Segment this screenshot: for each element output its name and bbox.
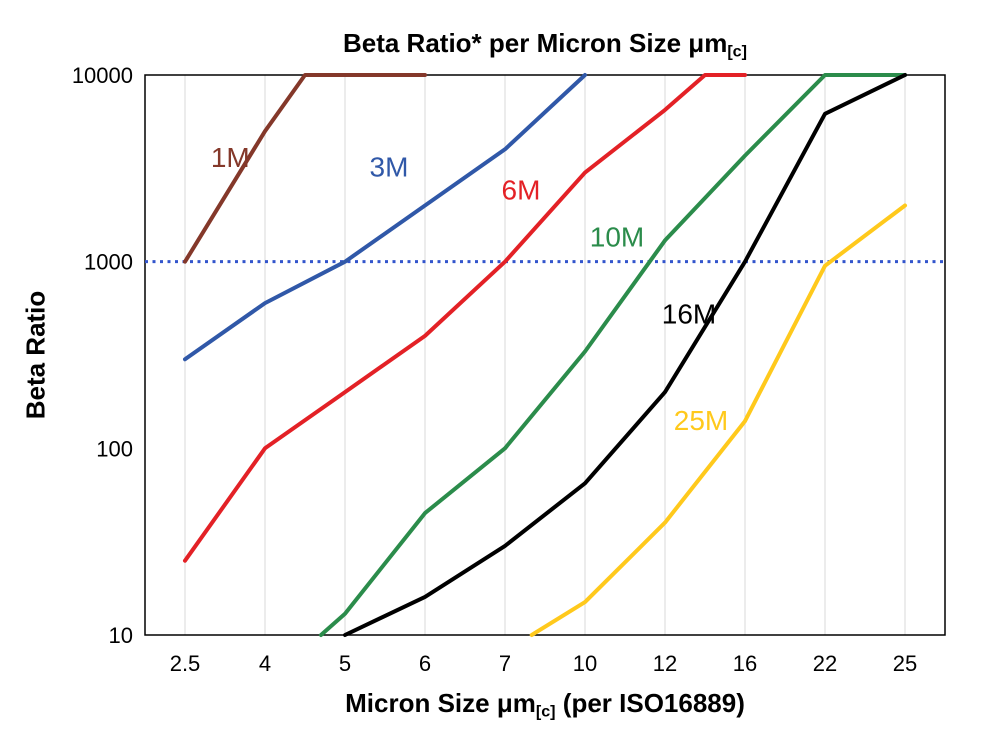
series-line-16M bbox=[343, 73, 907, 637]
series-label-3M: 3M bbox=[370, 151, 409, 182]
x-tick-label: 5 bbox=[339, 651, 351, 676]
chart-title: Beta Ratio* per Micron Size μm[c] bbox=[145, 28, 945, 62]
x-axis-title-text: Micron Size bbox=[345, 688, 497, 718]
x-tick-label: 2.5 bbox=[170, 651, 201, 676]
x-tick-label: 4 bbox=[259, 651, 271, 676]
series-line-10M bbox=[319, 73, 907, 637]
series-line-3M bbox=[183, 73, 587, 362]
x-tick-label: 25 bbox=[893, 651, 917, 676]
x-tick-label: 6 bbox=[419, 651, 431, 676]
x-axis-title-subscript: [c] bbox=[535, 702, 556, 721]
x-tick-label: 10 bbox=[573, 651, 597, 676]
series-line-6M bbox=[183, 73, 747, 563]
series-label-16M: 16M bbox=[662, 299, 716, 330]
chart-title-text: Beta Ratio* per Micron Size bbox=[342, 28, 689, 58]
x-axis-title-suffix: (per ISO16889) bbox=[555, 688, 745, 718]
y-tick-label: 100 bbox=[96, 436, 133, 461]
series-label-1M: 1M bbox=[211, 142, 250, 173]
x-tick-label: 7 bbox=[499, 651, 511, 676]
y-tick-label: 10 bbox=[109, 623, 133, 648]
y-tick-label: 1000 bbox=[84, 250, 133, 275]
plot-border bbox=[144, 74, 946, 636]
x-tick-label: 22 bbox=[813, 651, 837, 676]
series-line-25M bbox=[529, 203, 907, 637]
series-label-10M: 10M bbox=[590, 221, 644, 252]
x-tick-label: 16 bbox=[733, 651, 757, 676]
y-axis-title: Beta Ratio bbox=[20, 290, 51, 420]
chart-title-subscript: [c] bbox=[727, 42, 748, 61]
x-axis-title-mu: μm bbox=[496, 688, 536, 718]
x-axis-title: Micron Size μm[c] (per ISO16889) bbox=[145, 688, 945, 722]
x-tick-label: 12 bbox=[653, 651, 677, 676]
y-tick-label: 10000 bbox=[72, 63, 133, 88]
chart-title-mu: μm bbox=[688, 28, 728, 58]
series-line-1M bbox=[183, 73, 427, 264]
series-label-6M: 6M bbox=[502, 175, 541, 206]
series-label-25M: 25M bbox=[674, 405, 728, 436]
